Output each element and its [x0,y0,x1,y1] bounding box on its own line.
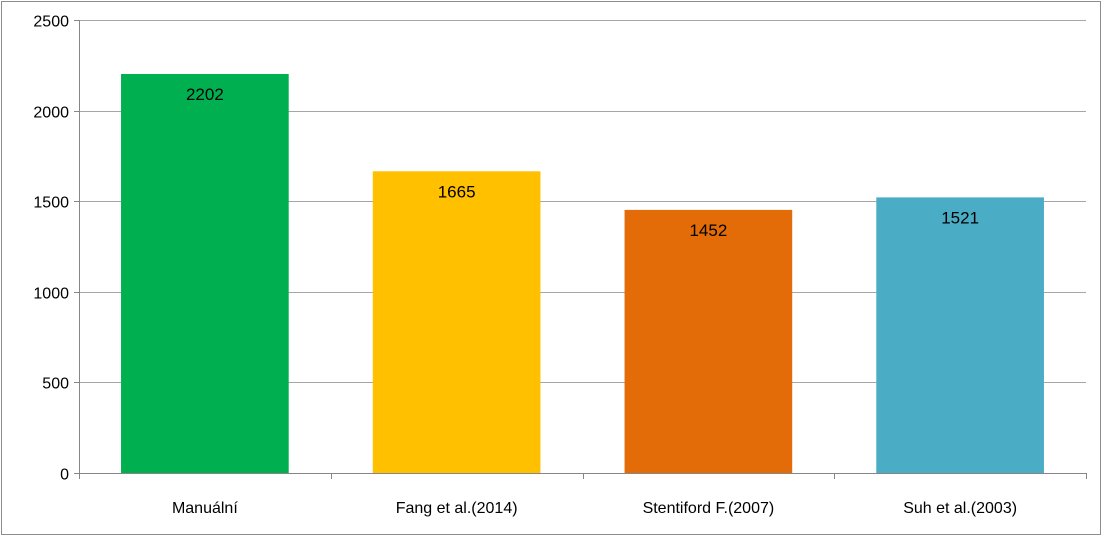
axes [74,20,1087,479]
bar-4 [876,197,1044,473]
bars [121,73,1044,474]
y-tick-label: 2500 [33,14,69,31]
y-tick-label: 1000 [33,286,69,303]
data-label: 2202 [186,85,224,104]
x-tick-label: Stentiford F.(2007) [643,500,775,517]
bar-2 [372,171,541,473]
data-label: 1665 [438,182,476,201]
x-tick-label: Manuální [172,500,238,517]
data-label: 1521 [941,208,979,227]
x-tick-label: Fang et al.(2014) [396,500,518,517]
bar-3 [624,209,793,474]
y-tick-label: 1500 [33,195,69,212]
labels: 0 500 1000 1500 2000 2500 2202 Manuální 1665 Fang… [33,14,1017,518]
y-tick-label: 0 [60,467,69,484]
y-tick-label: 2000 [33,105,69,122]
y-tick-label: 500 [42,376,69,393]
bar-1 [121,73,289,474]
x-tick-label: Suh et al.(2003) [903,500,1017,517]
data-label: 1452 [689,221,727,240]
